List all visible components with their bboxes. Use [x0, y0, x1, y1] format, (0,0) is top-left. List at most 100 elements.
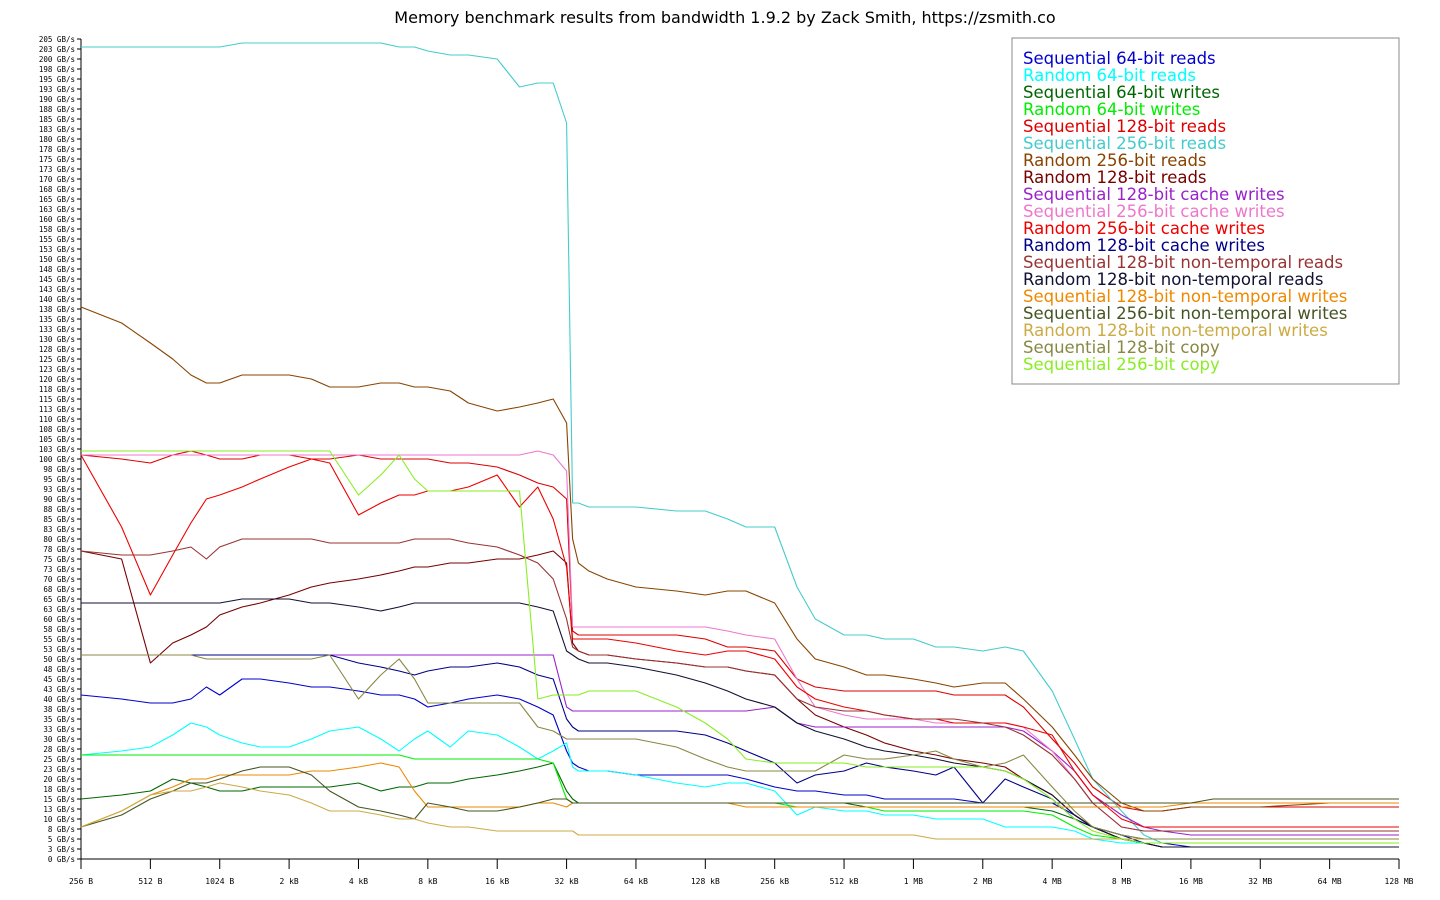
y-tick-label: 203 GB/s [39, 45, 75, 54]
y-tick-label: 53 GB/s [43, 645, 75, 654]
x-tick-label: 256 B [69, 877, 93, 886]
y-tick-label: 165 GB/s [39, 195, 75, 204]
y-tick-label: 23 GB/s [43, 765, 75, 774]
x-tick-label: 2 MB [973, 877, 992, 886]
y-tick-label: 145 GB/s [39, 275, 75, 284]
y-tick-label: 88 GB/s [43, 505, 75, 514]
y-tick-label: 25 GB/s [43, 755, 75, 764]
y-tick-label: 170 GB/s [39, 175, 75, 184]
y-tick-label: 0 GB/s [48, 855, 75, 864]
y-tick-label: 140 GB/s [39, 295, 75, 304]
y-tick-label: 18 GB/s [43, 785, 75, 794]
y-tick-label: 175 GB/s [39, 155, 75, 164]
series-line-12 [81, 654, 1399, 848]
series-line-14 [81, 598, 1399, 848]
x-tick-label: 32 MB [1248, 877, 1272, 886]
y-tick-label: 130 GB/s [39, 335, 75, 344]
y-tick-label: 65 GB/s [43, 595, 75, 604]
y-tick-label: 110 GB/s [39, 415, 75, 424]
x-tick-label: 32 kB [555, 877, 579, 886]
legend-item-10: Sequential 256-bit cache writes [1023, 202, 1285, 221]
y-tick-label: 135 GB/s [39, 315, 75, 324]
y-tick-label: 3 GB/s [48, 845, 75, 854]
y-tick-label: 30 GB/s [43, 735, 75, 744]
series-line-16 [80, 766, 1399, 828]
y-tick-label: 150 GB/s [39, 255, 75, 264]
legend-item-18: Sequential 128-bit copy [1023, 338, 1220, 357]
y-tick-label: 195 GB/s [39, 75, 75, 84]
legend-item-16: Sequential 256-bit non-temporal writes [1023, 304, 1347, 323]
legend-item-19: Sequential 256-bit copy [1023, 355, 1220, 374]
legend-item-4: Random 64-bit writes [1023, 100, 1200, 119]
y-tick-label: 155 GB/s [39, 235, 75, 244]
x-tick-label: 16 kB [485, 877, 509, 886]
series-line-19 [81, 450, 1399, 844]
y-tick-label: 75 GB/s [43, 555, 75, 564]
x-tick-label: 8 MB [1112, 877, 1131, 886]
series-line-7 [80, 306, 1399, 812]
y-tick-label: 95 GB/s [43, 475, 75, 484]
x-tick-label: 4 MB [1043, 877, 1062, 886]
y-tick-label: 50 GB/s [43, 655, 75, 664]
legend-item-5: Sequential 128-bit reads [1023, 117, 1226, 136]
y-tick-label: 138 GB/s [39, 305, 75, 314]
y-tick-label: 55 GB/s [43, 635, 75, 644]
y-tick-label: 35 GB/s [43, 715, 75, 724]
series-line-5 [80, 450, 1399, 812]
legend-item-14: Random 128-bit non-temporal reads [1023, 270, 1323, 289]
y-tick-label: 68 GB/s [43, 585, 75, 594]
x-tick-label: 512 kB [830, 877, 859, 886]
y-tick-label: 158 GB/s [39, 225, 75, 234]
x-tick-label: 4 kB [349, 877, 368, 886]
x-tick-label: 1024 B [205, 877, 234, 886]
y-tick-label: 163 GB/s [39, 205, 75, 214]
legend-item-12: Random 128-bit cache writes [1023, 236, 1265, 255]
series-line-1 [80, 678, 1399, 848]
y-tick-label: 123 GB/s [39, 365, 75, 374]
series-line-6 [81, 42, 1399, 844]
y-tick-label: 93 GB/s [43, 485, 75, 494]
series-line-18 [81, 654, 1399, 840]
y-tick-label: 80 GB/s [43, 535, 75, 544]
y-tick-label: 190 GB/s [39, 95, 75, 104]
legend-item-8: Random 128-bit reads [1023, 168, 1207, 187]
x-tick-label: 64 MB [1318, 877, 1342, 886]
series-line-13 [80, 538, 1399, 832]
y-tick-label: 60 GB/s [43, 615, 75, 624]
y-tick-label: 200 GB/s [39, 55, 75, 64]
x-tick-label: 512 B [138, 877, 162, 886]
series-line-2 [80, 722, 1399, 844]
x-tick-label: 64 kB [624, 877, 648, 886]
legend-item-1: Sequential 64-bit reads [1023, 49, 1216, 68]
y-tick-label: 28 GB/s [43, 745, 75, 754]
y-tick-label: 63 GB/s [43, 605, 75, 614]
y-tick-label: 148 GB/s [39, 265, 75, 274]
x-tick-label: 16 MB [1179, 877, 1203, 886]
legend-item-11: Random 256-bit cache writes [1023, 219, 1265, 238]
y-tick-label: 143 GB/s [39, 285, 75, 294]
legend-item-9: Sequential 128-bit cache writes [1023, 185, 1285, 204]
y-tick-label: 178 GB/s [39, 145, 75, 154]
y-tick-label: 160 GB/s [39, 215, 75, 224]
y-tick-label: 85 GB/s [43, 515, 75, 524]
series-line-15 [80, 762, 1399, 828]
y-axis: 0 GB/s3 GB/s5 GB/s8 GB/s10 GB/s13 GB/s15… [39, 35, 82, 864]
y-tick-label: 188 GB/s [39, 105, 75, 114]
y-tick-label: 45 GB/s [43, 675, 75, 684]
y-tick-label: 118 GB/s [39, 385, 75, 394]
y-tick-label: 125 GB/s [39, 355, 75, 364]
series-line-10 [81, 450, 1399, 832]
series-line-11 [80, 454, 1399, 828]
legend-item-3: Sequential 64-bit writes [1023, 83, 1220, 102]
y-tick-label: 113 GB/s [39, 405, 75, 414]
y-tick-label: 83 GB/s [43, 525, 75, 534]
x-tick-label: 256 kB [760, 877, 789, 886]
y-tick-label: 168 GB/s [39, 185, 75, 194]
plot-lines [80, 42, 1399, 848]
y-tick-label: 183 GB/s [39, 125, 75, 134]
y-tick-label: 48 GB/s [43, 665, 75, 674]
y-tick-label: 115 GB/s [39, 395, 75, 404]
y-tick-label: 100 GB/s [39, 455, 75, 464]
y-tick-label: 98 GB/s [43, 465, 75, 474]
